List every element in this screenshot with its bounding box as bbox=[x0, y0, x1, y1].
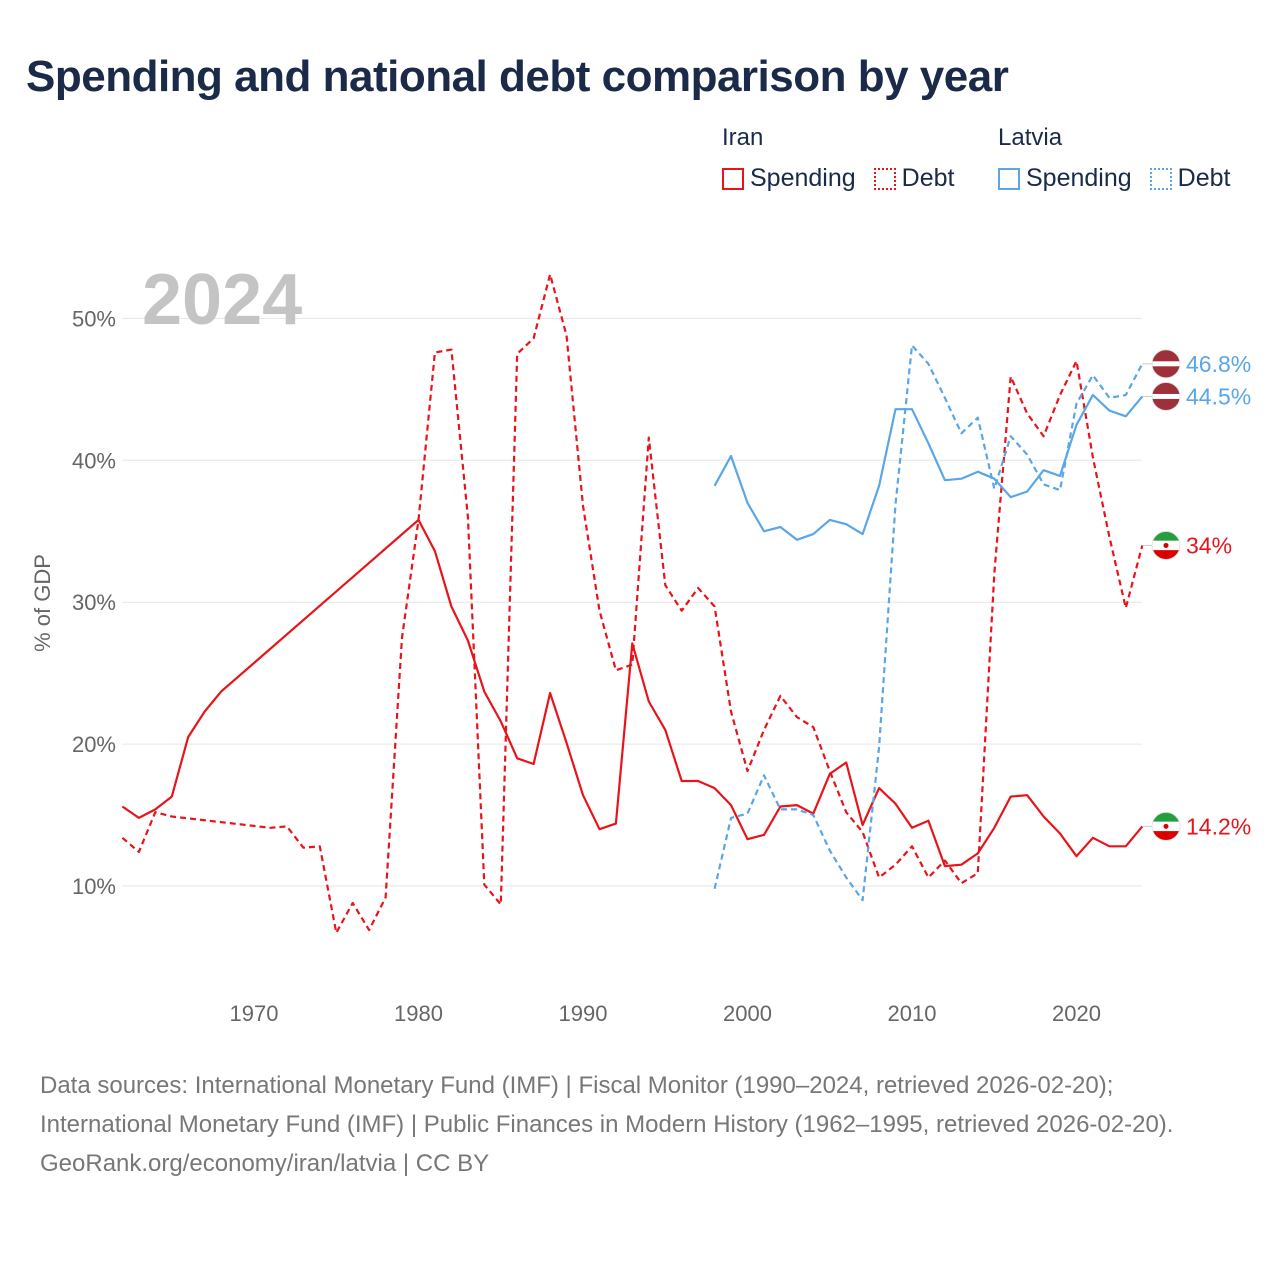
legend-latvia-title: Latvia bbox=[998, 124, 1063, 151]
iran-flag-icon bbox=[1151, 531, 1181, 560]
legend-iran-spending-label: Spending bbox=[750, 164, 856, 192]
end-labels: 46.8% 44.5% 34% 14.2% bbox=[1142, 349, 1251, 841]
end-value-label: 34% bbox=[1186, 532, 1232, 558]
end-value-label: 14.2% bbox=[1186, 813, 1251, 839]
gridlines bbox=[122, 317, 1142, 887]
y-tick-label: 30% bbox=[72, 590, 116, 615]
legend-solid-swatch-icon bbox=[998, 167, 1020, 190]
x-tick-label: 2020 bbox=[1052, 1001, 1101, 1026]
series-line-latvia-debt[interactable] bbox=[713, 344, 1144, 902]
legend-latvia-debt[interactable]: Debt bbox=[1149, 164, 1231, 193]
credit-line: GeoRank.org/economy/iran/latvia | CC BY bbox=[40, 1150, 490, 1177]
legend-latvia-debt-label: Debt bbox=[1177, 164, 1231, 192]
legend-dotted-swatch-icon bbox=[873, 167, 896, 190]
iran-flag-icon bbox=[1151, 812, 1181, 841]
end-value-label: 44.5% bbox=[1186, 383, 1251, 409]
x-tick-label: 2010 bbox=[888, 1001, 937, 1026]
y-tick-label: 10% bbox=[72, 874, 116, 899]
series-lines bbox=[121, 273, 1144, 934]
data-sources: Data sources: International Monetary Fun… bbox=[40, 1072, 1174, 1138]
x-tick-label: 1990 bbox=[559, 1001, 608, 1026]
chart-title: Spending and national debt comparison by… bbox=[26, 52, 1009, 101]
y-axis-ticks: 10% 20% 30% 40% 50% bbox=[72, 306, 116, 899]
line-chart: 2024 10% 20% 30% 40% 50% 1970 1980 1990 2000 201… bbox=[30, 260, 1251, 1026]
legend-latvia-spending[interactable]: Spending bbox=[998, 164, 1132, 193]
legend-dotted-swatch-icon bbox=[1149, 167, 1172, 190]
x-tick-label: 2000 bbox=[723, 1001, 772, 1026]
latvia-flag-icon bbox=[1151, 349, 1181, 379]
y-tick-label: 50% bbox=[72, 306, 116, 331]
legend-solid-swatch-icon bbox=[722, 167, 744, 190]
latvia-flag-icon bbox=[1151, 382, 1181, 411]
end-value-label: 46.8% bbox=[1186, 351, 1251, 377]
x-axis-ticks: 1970 1980 1990 2000 2010 2020 bbox=[230, 1001, 1101, 1026]
year-watermark: 2024 bbox=[142, 260, 302, 340]
series-line-iran-spending[interactable] bbox=[121, 518, 1144, 868]
legend-iran: Iran Spending Debt bbox=[722, 124, 954, 193]
footer: Data sources: International Monetary Fun… bbox=[40, 1066, 1240, 1183]
legend-latvia: Latvia Spending Debt bbox=[998, 124, 1230, 193]
legend-iran-title: Iran bbox=[722, 124, 764, 151]
y-tick-label: 20% bbox=[72, 732, 116, 757]
series-line-latvia-spending[interactable] bbox=[713, 393, 1144, 541]
y-axis-label: % of GDP bbox=[30, 554, 55, 652]
y-tick-label: 40% bbox=[72, 448, 116, 473]
x-tick-label: 1980 bbox=[394, 1001, 443, 1026]
x-tick-label: 1970 bbox=[230, 1001, 279, 1026]
legend-iran-debt-label: Debt bbox=[901, 164, 955, 192]
legend-iran-spending[interactable]: Spending bbox=[722, 164, 856, 193]
legend-iran-debt[interactable]: Debt bbox=[873, 164, 955, 193]
legend-latvia-spending-label: Spending bbox=[1026, 164, 1132, 192]
